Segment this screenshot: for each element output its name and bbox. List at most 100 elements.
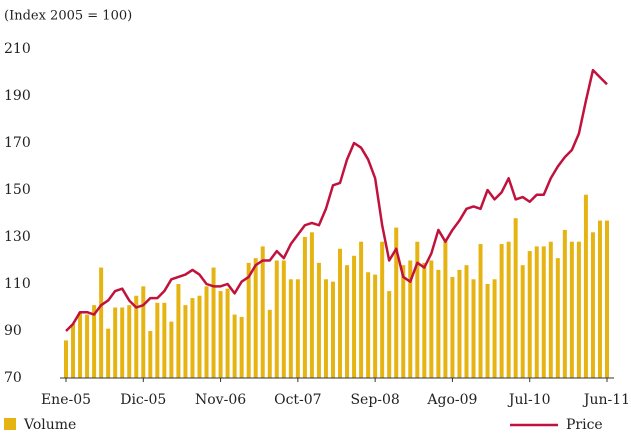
bar [408, 260, 413, 378]
bar [605, 220, 609, 378]
bar [281, 260, 286, 378]
bar [492, 279, 497, 378]
x-tick-label: Ago-09 [426, 392, 477, 408]
bar [548, 241, 553, 378]
bar [464, 265, 469, 378]
y-tick-label: 130 [4, 229, 31, 245]
bar [534, 246, 539, 378]
bar [471, 279, 476, 378]
bar [183, 305, 188, 378]
bar [345, 265, 350, 378]
bar [429, 260, 434, 378]
bar [302, 237, 307, 378]
bar [190, 298, 195, 378]
bar [485, 284, 490, 378]
bar [422, 262, 427, 378]
bar [590, 232, 595, 378]
x-tick-label: Ene-05 [41, 392, 91, 408]
bar [352, 255, 357, 378]
bar [71, 323, 76, 378]
bar [127, 305, 132, 378]
bar [155, 302, 160, 378]
bar [218, 291, 223, 378]
bar [330, 281, 335, 378]
bar [134, 295, 139, 378]
bar [366, 272, 371, 378]
bar [92, 305, 97, 378]
bar [64, 340, 68, 378]
bar [253, 258, 258, 378]
bar [239, 316, 244, 378]
bar [541, 246, 546, 378]
bar [387, 291, 392, 378]
chart-subtitle: (Index 2005 = 100) [4, 9, 132, 24]
bar [197, 295, 202, 378]
bar [288, 279, 293, 378]
bar [513, 218, 518, 378]
bar [562, 229, 567, 378]
y-tick-label: 150 [4, 182, 31, 198]
x-tick-label: Dic-05 [120, 392, 166, 408]
bar [436, 269, 441, 378]
bar [176, 284, 181, 378]
bar [99, 267, 104, 378]
bar [85, 314, 90, 378]
bar [597, 220, 602, 378]
bar [394, 227, 399, 378]
bar [338, 248, 343, 378]
bar [359, 241, 364, 378]
bar [478, 244, 483, 378]
bar [506, 241, 511, 378]
y-tick-label: 70 [4, 370, 22, 386]
bar [323, 279, 328, 378]
bar [415, 241, 420, 378]
x-tick-label: Jun-11 [582, 392, 630, 408]
bar [583, 194, 588, 378]
bar [78, 312, 83, 378]
bar [106, 328, 111, 378]
bar [148, 331, 153, 378]
x-tick-label: Oct-07 [274, 392, 322, 408]
bar [260, 246, 265, 378]
bar [232, 314, 237, 378]
x-tick-label: Nov-06 [195, 392, 246, 408]
y-tick-label: 110 [4, 276, 31, 292]
x-tick-label: Jul-10 [507, 392, 551, 408]
bar [569, 241, 574, 378]
bar [316, 262, 321, 378]
bar [295, 279, 300, 378]
bar [113, 307, 118, 378]
bar [576, 241, 581, 378]
bar [401, 265, 406, 378]
y-tick-label: 170 [4, 135, 31, 151]
bar [246, 262, 251, 378]
y-tick-label: 210 [4, 41, 31, 57]
bar [267, 309, 272, 378]
bar [162, 302, 167, 378]
bar [527, 251, 532, 378]
bar [457, 269, 462, 378]
bar [169, 321, 174, 378]
price-line [65, 68, 608, 332]
bar [443, 241, 448, 378]
bar [450, 276, 455, 378]
y-tick-label: 190 [4, 88, 31, 104]
bar [520, 265, 525, 378]
bar [499, 244, 504, 378]
bar [555, 258, 560, 378]
bar [120, 307, 125, 378]
bar [309, 232, 314, 378]
bar [373, 274, 378, 378]
legend-swatch [4, 418, 16, 430]
bar [274, 260, 279, 378]
y-tick-label: 90 [4, 323, 22, 339]
legend-label: Volume [23, 417, 76, 433]
legend-label: Price [566, 417, 603, 433]
bar [380, 241, 385, 378]
bar [211, 267, 216, 378]
bar [204, 286, 209, 378]
bar [141, 286, 146, 378]
bar [225, 288, 230, 378]
x-tick-label: Sep-08 [350, 392, 399, 408]
